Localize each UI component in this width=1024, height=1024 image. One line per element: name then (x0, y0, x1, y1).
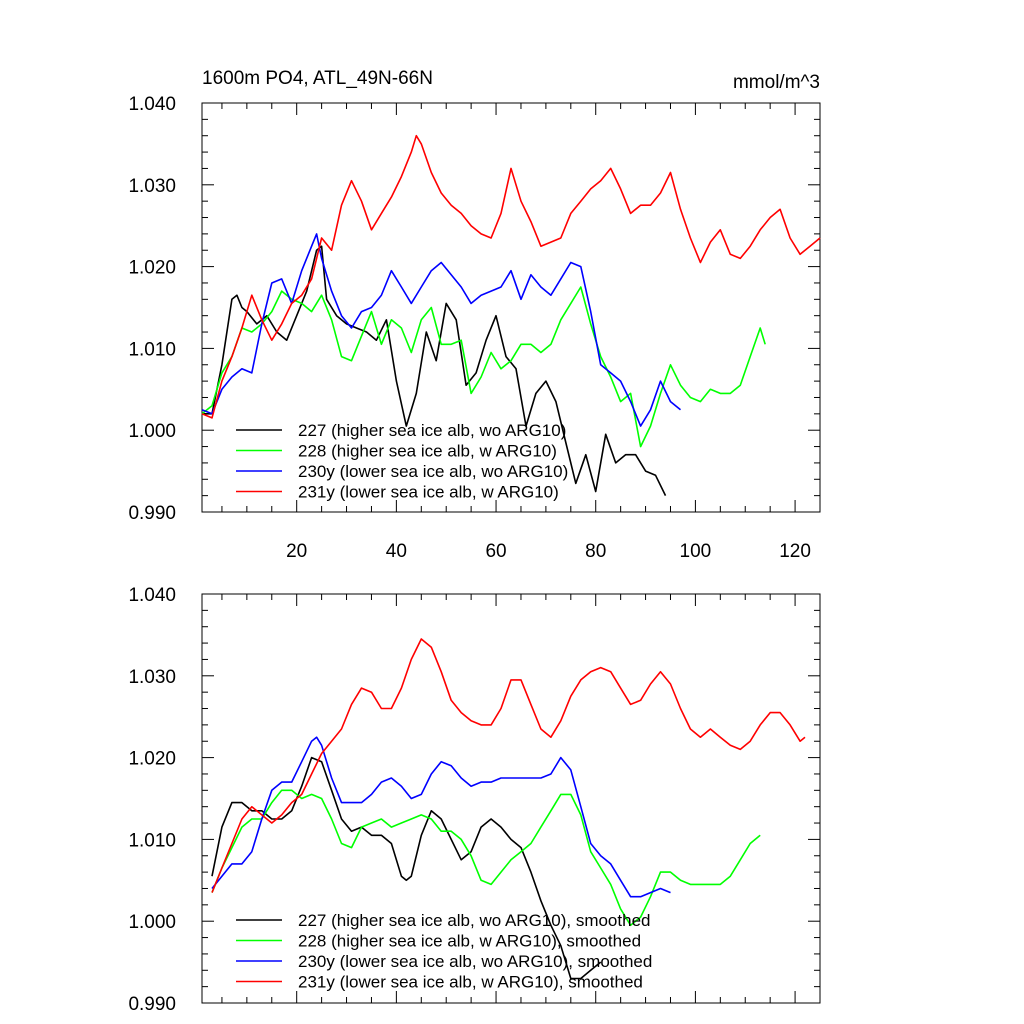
top-legend-label: 230y (lower sea ice alb, wo ARG10) (298, 462, 568, 481)
top-legend-label: 227 (higher sea ice alb, wo ARG10) (298, 421, 566, 440)
bottom-series-line-0 (211, 756, 602, 980)
top-series-line-2 (201, 233, 682, 427)
bottom-series-line-2 (211, 736, 671, 898)
top-series-line-3 (201, 134, 821, 419)
bottom-y-tick-label: 1.040 (128, 585, 176, 606)
top-x-tick-label: 120 (779, 541, 811, 562)
top-x-tick-label: 60 (485, 541, 506, 562)
top-y-tick-label: 1.020 (128, 258, 176, 279)
bottom-series-line-3 (211, 638, 806, 893)
chart-top: 1600m PO4, ATL_49N-66N mmol/m^3 20 40 60 80… (128, 68, 821, 562)
bottom-legend-label: 228 (higher sea ice alb, w ARG10), smoot… (298, 932, 641, 951)
top-y-tick-label: 1.040 (128, 94, 176, 115)
chart-title: 1600m PO4, ATL_49N-66N (202, 68, 433, 89)
bottom-plot-frame (201, 593, 821, 1004)
chart-bottom: 0.990 1.000 1.010 1.020 1.030 1.040 227 (highe… (128, 585, 821, 1015)
top-y-tick-label: 1.000 (128, 421, 176, 442)
bottom-legend-label: 227 (higher sea ice alb, wo ARG10), smoo… (298, 911, 650, 930)
top-plot-frame (201, 102, 821, 513)
bottom-legend-label: 230y (lower sea ice alb, wo ARG10), smoo… (298, 952, 652, 971)
top-x-tick-label: 80 (585, 541, 606, 562)
bottom-y-tick-label: 0.990 (128, 994, 176, 1015)
top-y-tick-label: 1.030 (128, 176, 176, 197)
bottom-legend-label: 231y (lower sea ice alb, w ARG10), smoot… (298, 973, 643, 992)
top-x-tick-label: 100 (680, 541, 712, 562)
top-y-tick-label: 1.010 (128, 339, 176, 360)
bottom-y-tick-label: 1.010 (128, 830, 176, 851)
top-series-line-1 (201, 286, 766, 448)
bottom-y-tick-label: 1.020 (128, 749, 176, 770)
top-legend-label: 228 (higher sea ice alb, w ARG10) (298, 442, 557, 461)
bottom-series-line-1 (211, 789, 761, 927)
top-series-line-0 (202, 245, 667, 496)
units-label: mmol/m^3 (733, 72, 820, 93)
bottom-y-tick-label: 1.000 (128, 912, 176, 933)
top-x-tick-label: 40 (386, 541, 407, 562)
top-legend-label: 231y (lower sea ice alb, w ARG10) (298, 483, 559, 502)
bottom-y-tick-label: 1.030 (128, 667, 176, 688)
top-y-tick-label: 0.990 (128, 503, 176, 524)
top-x-tick-label: 20 (286, 541, 307, 562)
